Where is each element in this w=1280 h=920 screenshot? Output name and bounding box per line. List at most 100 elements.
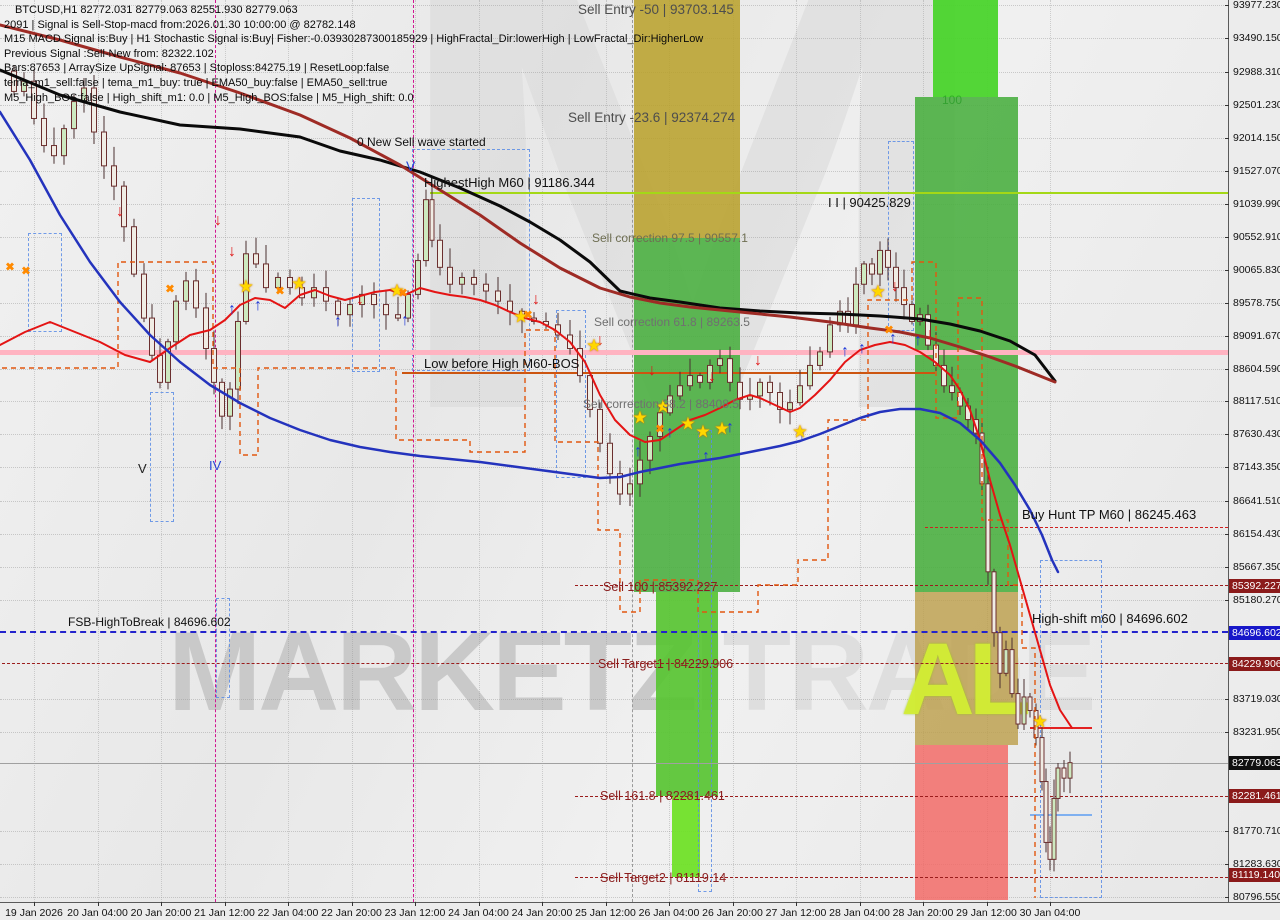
price-tick-mark [1225, 5, 1229, 6]
candle-body [101, 131, 107, 167]
candle-body [577, 348, 583, 377]
candle-body [707, 364, 713, 383]
price-tick-label: 87143.350 [1233, 461, 1280, 474]
price-tick-label: 90552.910 [1233, 230, 1280, 243]
price-axis[interactable]: 93977.230 93490.150 92988.310 92501.230 9201… [1225, 0, 1280, 903]
time-tick-label: 24 Jan 20:00 [511, 907, 573, 919]
candle-body [901, 287, 907, 306]
time-axis[interactable]: 19 Jan 2026 20 Jan 04:00 20 Jan 20:00 21 Ja… [0, 902, 1280, 920]
fib-zone-band [915, 745, 1008, 900]
support-resistance-steps [2, 261, 1036, 898]
price-tick-mark [1225, 137, 1229, 139]
chart-annotation-label: IV [209, 458, 222, 473]
star-signal-icon: ★ [715, 420, 729, 438]
star-signal-icon: ★ [656, 398, 670, 416]
time-tick-mark [97, 902, 99, 906]
grid-line-v [351, 0, 353, 902]
candle-body [667, 395, 673, 414]
price-tick-mark [1225, 104, 1229, 106]
level-sell-target2 [575, 876, 1228, 878]
candle-body [1043, 781, 1049, 843]
candle-body [347, 304, 353, 316]
level-buy-hunt-tp [925, 526, 1228, 528]
indicator-status-line: Previous Signal :Sell-New from: 82322.10… [4, 47, 214, 60]
candle-body [51, 145, 57, 157]
candle-body [853, 283, 859, 326]
candle-body [893, 266, 899, 289]
price-tick-label: 88117.510 [1233, 395, 1280, 408]
candle-body [219, 381, 225, 417]
time-tick-mark [986, 902, 988, 906]
price-tick-label: 93490.150 [1233, 31, 1280, 44]
sell-arrow-icon: ↓ [296, 273, 304, 290]
grid-line-h [0, 5, 1228, 6]
grid-line-h [0, 567, 1228, 569]
time-tick-mark [415, 902, 416, 906]
price-tick-label: 91039.990 [1233, 197, 1280, 210]
candle-body [647, 435, 653, 461]
chart-annotation-label: V [406, 158, 416, 174]
time-tick-label: 30 Jan 04:00 [1019, 907, 1081, 919]
time-tick-label: 28 Jan 20:00 [892, 907, 954, 919]
level-pink-key-level [0, 349, 1228, 355]
chart-annotation-label: 0 New Sell wave started [357, 135, 486, 149]
candle-body [235, 320, 241, 390]
time-tick-label: 26 Jan 04:00 [638, 907, 700, 919]
candle-body [617, 473, 623, 495]
time-tick-label: 25 Jan 12:00 [575, 907, 636, 919]
cross-signal-icon: ✖ [884, 324, 894, 337]
candle-body [1021, 696, 1027, 725]
price-tick-label: 83719.030 [1233, 693, 1280, 706]
candle-body [997, 632, 1003, 674]
candle-body [925, 314, 931, 346]
star-signal-icon: ★ [871, 283, 885, 301]
candle-body [717, 358, 723, 366]
candle-body [1061, 767, 1067, 779]
candle-body [1047, 841, 1053, 860]
time-tick-mark [1050, 902, 1051, 906]
candle-body [885, 249, 891, 268]
grid-line-h [0, 467, 1228, 469]
time-tick-mark [923, 902, 924, 906]
grid-line-h [0, 269, 1228, 271]
price-highlight-label: 82779.063 [1229, 755, 1280, 770]
time-tick-label: 23 Jan 12:00 [384, 907, 446, 919]
grid-line-h [0, 830, 1228, 832]
candle-body [437, 239, 443, 268]
buy-arrow-icon: ↑ [254, 297, 262, 314]
candle-body [183, 280, 189, 302]
time-tick-mark [478, 902, 480, 906]
price-tick-label: 88604.590 [1233, 362, 1280, 375]
sell-arrow-icon: ↓ [214, 212, 222, 229]
buy-arrow-icon: ↑ [401, 312, 409, 329]
candle-body [423, 199, 429, 262]
price-tick-mark [1225, 732, 1229, 733]
candle-body [1051, 797, 1057, 860]
candle-body [627, 483, 633, 495]
candle-body [157, 354, 163, 383]
candle-body [395, 314, 401, 319]
candle-body [111, 165, 117, 187]
grid-line-v [288, 0, 289, 902]
grid-line-h [0, 699, 1228, 701]
time-tick-mark [796, 902, 797, 906]
candle-body [869, 263, 875, 275]
time-tick-mark [732, 902, 734, 906]
buy-arrow-icon: ↑ [914, 332, 922, 349]
price-tick-mark [1225, 567, 1229, 569]
grid-line-h [0, 37, 1228, 39]
fib-zone-band [915, 97, 1018, 592]
candle-body [203, 307, 209, 350]
price-tick-label: 92501.230 [1233, 98, 1280, 111]
candle-body [91, 87, 97, 133]
candle-body [165, 341, 171, 383]
buy-arrow-icon: ↑ [702, 448, 710, 465]
candle-body [507, 300, 513, 312]
price-tick-label: 92014.150 [1233, 131, 1280, 144]
chart-annotation-label: Sell Target2 | 81119.14 [600, 871, 727, 885]
ma-darkred [0, 23, 1057, 384]
chart-annotation-label: Sell correction 97.5 | 90557.1 [592, 231, 748, 245]
candle-body [121, 185, 127, 228]
